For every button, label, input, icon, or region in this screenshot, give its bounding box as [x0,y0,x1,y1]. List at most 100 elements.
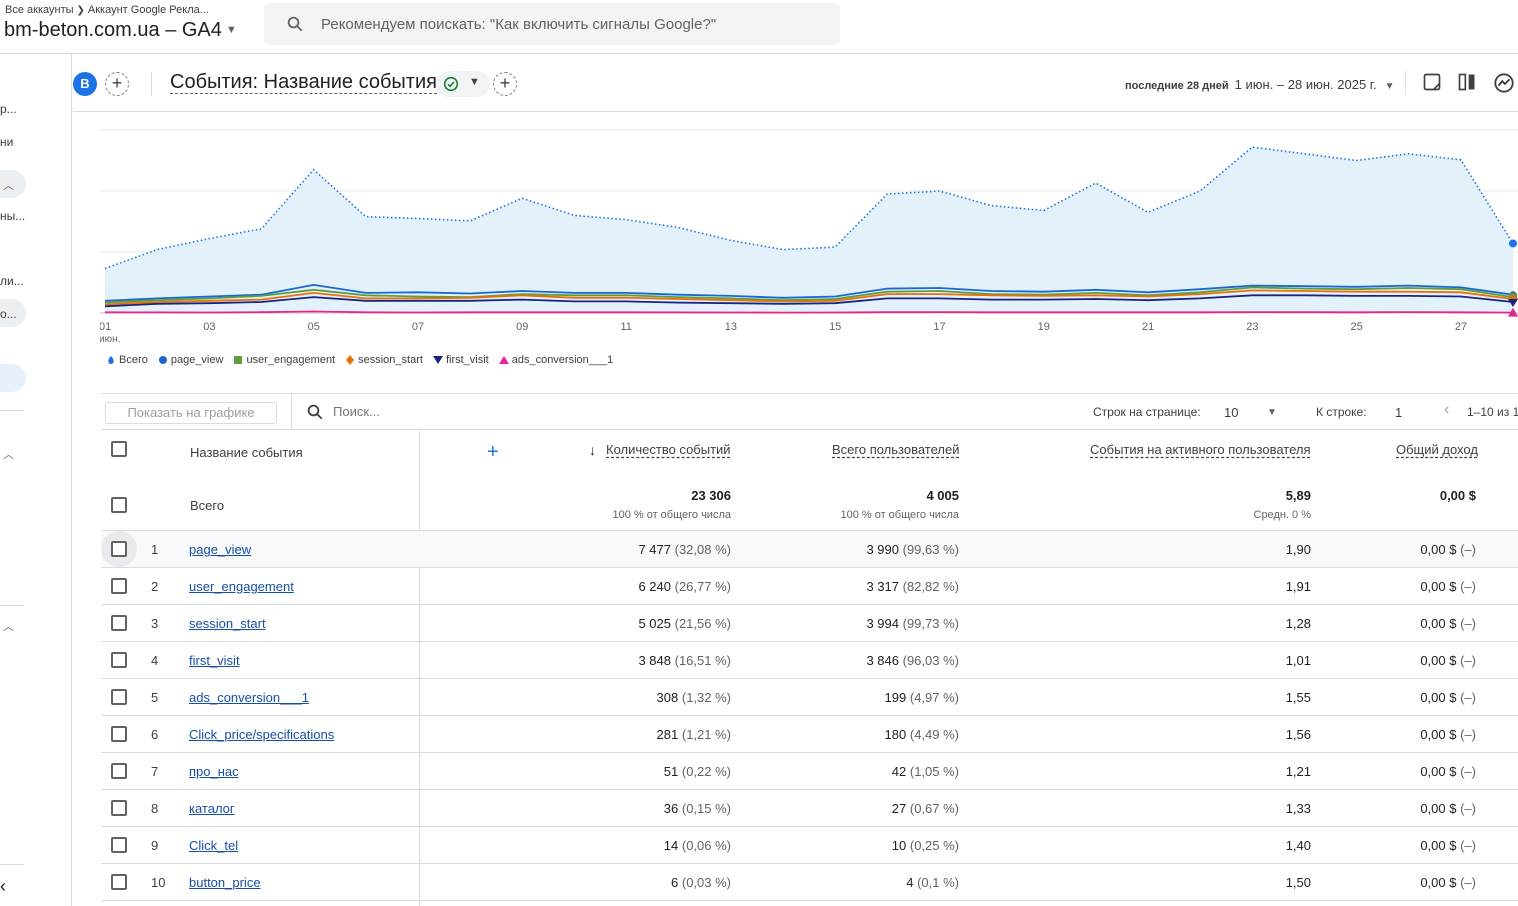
event-count-cell: 6 240 (26,77 %) [638,579,731,594]
event-count-value: 308 [656,690,679,705]
column-header-total-users[interactable]: Всего пользователей [832,442,960,457]
nav-item-label-2[interactable]: ни [0,135,14,149]
row-checkbox[interactable] [111,578,127,594]
global-search[interactable]: Рекомендуем поискать: "Как включить сигн… [264,3,840,45]
select-all-checkbox[interactable] [111,497,127,513]
event-name-link[interactable]: про_нас [189,764,239,779]
add-filter-button[interactable]: + [493,72,517,96]
edit-report-icon[interactable] [1422,72,1442,92]
event-name-link[interactable]: каталог [189,801,235,816]
events-line-chart: 01 03 05 07 09 11 13 15 17 19 21 23 25 27 июн. [100,129,1518,345]
insights-icon[interactable] [1493,72,1515,94]
compare-columns-icon[interactable] [1457,72,1477,92]
nav-item-label-5[interactable]: о... [0,307,17,321]
nav-section-toggle[interactable] [0,170,26,198]
column-header-total-revenue[interactable]: Общий доход [1396,442,1478,457]
table-row[interactable]: 6 Click_price/specifications 281 (1,21 %) 1… [101,716,1518,753]
report-status-menu[interactable]: ▼ [436,71,490,97]
table-row[interactable]: 9 Click_tel 14 (0,06 %) 10 (0,25 %) 1,40 0,00… [101,827,1518,864]
nav-item-label-4[interactable]: ли... [0,274,24,288]
column-header-event-count[interactable]: Количество событий [606,442,731,457]
event-name-link[interactable]: user_engagement [189,579,294,594]
breadcrumb-all-accounts[interactable]: Все аккаунты [5,4,74,16]
total-users-value: 180 [884,727,907,742]
property-name: bm-beton.com.ua – GA4 [4,19,222,41]
search-icon [307,404,323,420]
date-range-picker[interactable]: последние 28 дней 1 июн. – 28 июн. 2025 г… [1125,76,1394,94]
legend-marker-icon [346,355,355,365]
table-row[interactable]: 3 session_start 5 025 (21,56 %) 3 994 (99,7… [101,605,1518,642]
row-checkbox[interactable] [111,689,127,705]
table-search-input[interactable] [333,404,533,419]
goto-row-input[interactable]: 1 [1395,405,1403,420]
nav-divider [0,605,24,606]
column-header-events-per-user[interactable]: События на активного пользователя [1090,442,1311,457]
add-comparison-button[interactable]: + [105,72,129,96]
x-tick-label: 09 [516,321,528,333]
nav-item-label-3[interactable]: ны... [0,209,26,223]
event-name-link[interactable]: Click_tel [189,838,239,853]
revenue-cell: 0,00 $ (–) [1420,727,1476,742]
sort-arrow-down-icon[interactable]: ↓ [589,442,596,458]
row-checkbox[interactable] [111,615,127,631]
event-name-link[interactable]: Click_price/specifications [189,727,335,742]
event-name-link[interactable]: button_price [189,875,261,890]
rows-per-page-select[interactable]: 10 [1224,405,1239,420]
event-count-percent: (1,21 %) [681,727,731,742]
table-row[interactable]: 8 каталог 36 (0,15 %) 27 (0,67 %) 1,33 0,00 $… [101,790,1518,827]
chevron-up-icon[interactable]: ︿ [3,449,14,461]
collapse-nav-icon[interactable]: ‹ [0,876,6,896]
table-row[interactable]: 4 first_visit 3 848 (16,51 %) 3 846 (96,03 … [101,642,1518,679]
event-name-link[interactable]: first_visit [189,653,240,668]
event-name-link[interactable]: page_view [189,542,252,557]
table-row[interactable]: 1 page_view 7 477 (32,08 %) 3 990 (99,63 %)… [101,531,1518,568]
revenue-percent: (–) [1460,838,1476,853]
row-checkbox[interactable] [111,652,127,668]
revenue-cell: 0,00 $ (–) [1420,616,1476,631]
nav-item-label-1[interactable]: р... [0,102,17,116]
event-count-cell: 51 (0,22 %) [664,764,731,779]
total-users-cell: 3 317 (82,82 %) [866,579,959,594]
breadcrumb-account[interactable]: Аккаунт Google Рекла... [87,4,209,16]
row-checkbox[interactable] [111,763,127,779]
total-users-value: 199 [884,690,907,705]
show-on-chart-button[interactable]: Показать на графике [105,402,277,424]
prev-page-icon[interactable]: ‹ [1444,401,1450,418]
event-count-value: 6 240 [638,579,671,594]
table-row[interactable]: 10 button_price 6 (0,03 %) 4 (0,1 %) 1,50 0,0… [101,864,1518,901]
nav-item-selected-bg[interactable] [0,299,26,327]
caret-down-icon[interactable]: ▼ [1267,407,1277,418]
revenue-cell: 0,00 $ (–) [1420,764,1476,779]
rows-per-page-label: Строк на странице: [1093,405,1201,419]
event-name-link[interactable]: ads_conversion___1 [189,690,309,705]
table-row[interactable]: 5 ads_conversion___1 308 (1,32 %) 199 (4,97… [101,679,1518,716]
table-row[interactable]: 2 user_engagement 6 240 (26,77 %) 3 317 (82… [101,568,1518,605]
report-title[interactable]: События: Название события [170,71,437,94]
row-checkbox[interactable] [111,541,127,557]
row-checkbox[interactable] [111,726,127,742]
comparison-avatar[interactable]: B [73,72,97,96]
table-row[interactable]: 7 про_нас 51 (0,22 %) 42 (1,05 %) 1,21 0,00 $… [101,753,1518,790]
total-users-percent: (1,05 %) [909,764,959,779]
series-line-session_start [104,289,1514,306]
event-count-value: 36 [663,801,679,816]
event-name-link[interactable]: session_start [189,616,266,631]
chevron-up-icon[interactable]: ︿ [3,621,14,633]
legend-label: ads_conversion___1 [511,354,614,366]
x-tick-label: 07 [412,321,424,333]
caret-down-icon: ▼ [225,24,237,36]
chevron-right-icon: ❯ [76,5,85,16]
row-checkbox[interactable] [111,874,127,890]
event-count-value: 5 025 [638,616,671,631]
revenue-percent: (–) [1460,579,1476,594]
legend-item: session_start [345,354,423,366]
nav-item-active[interactable] [0,364,26,392]
total-users-value: 42 [891,764,907,779]
x-tick-label: 13 [725,321,737,333]
property-selector[interactable]: bm-beton.com.ua – GA4 ▼ [4,19,237,42]
add-dimension-icon[interactable]: + [487,441,499,463]
row-checkbox[interactable] [111,800,127,816]
row-checkbox[interactable] [111,837,127,853]
revenue-cell: 0,00 $ (–) [1420,875,1476,890]
dimension-column-header[interactable]: Название события [190,445,303,460]
